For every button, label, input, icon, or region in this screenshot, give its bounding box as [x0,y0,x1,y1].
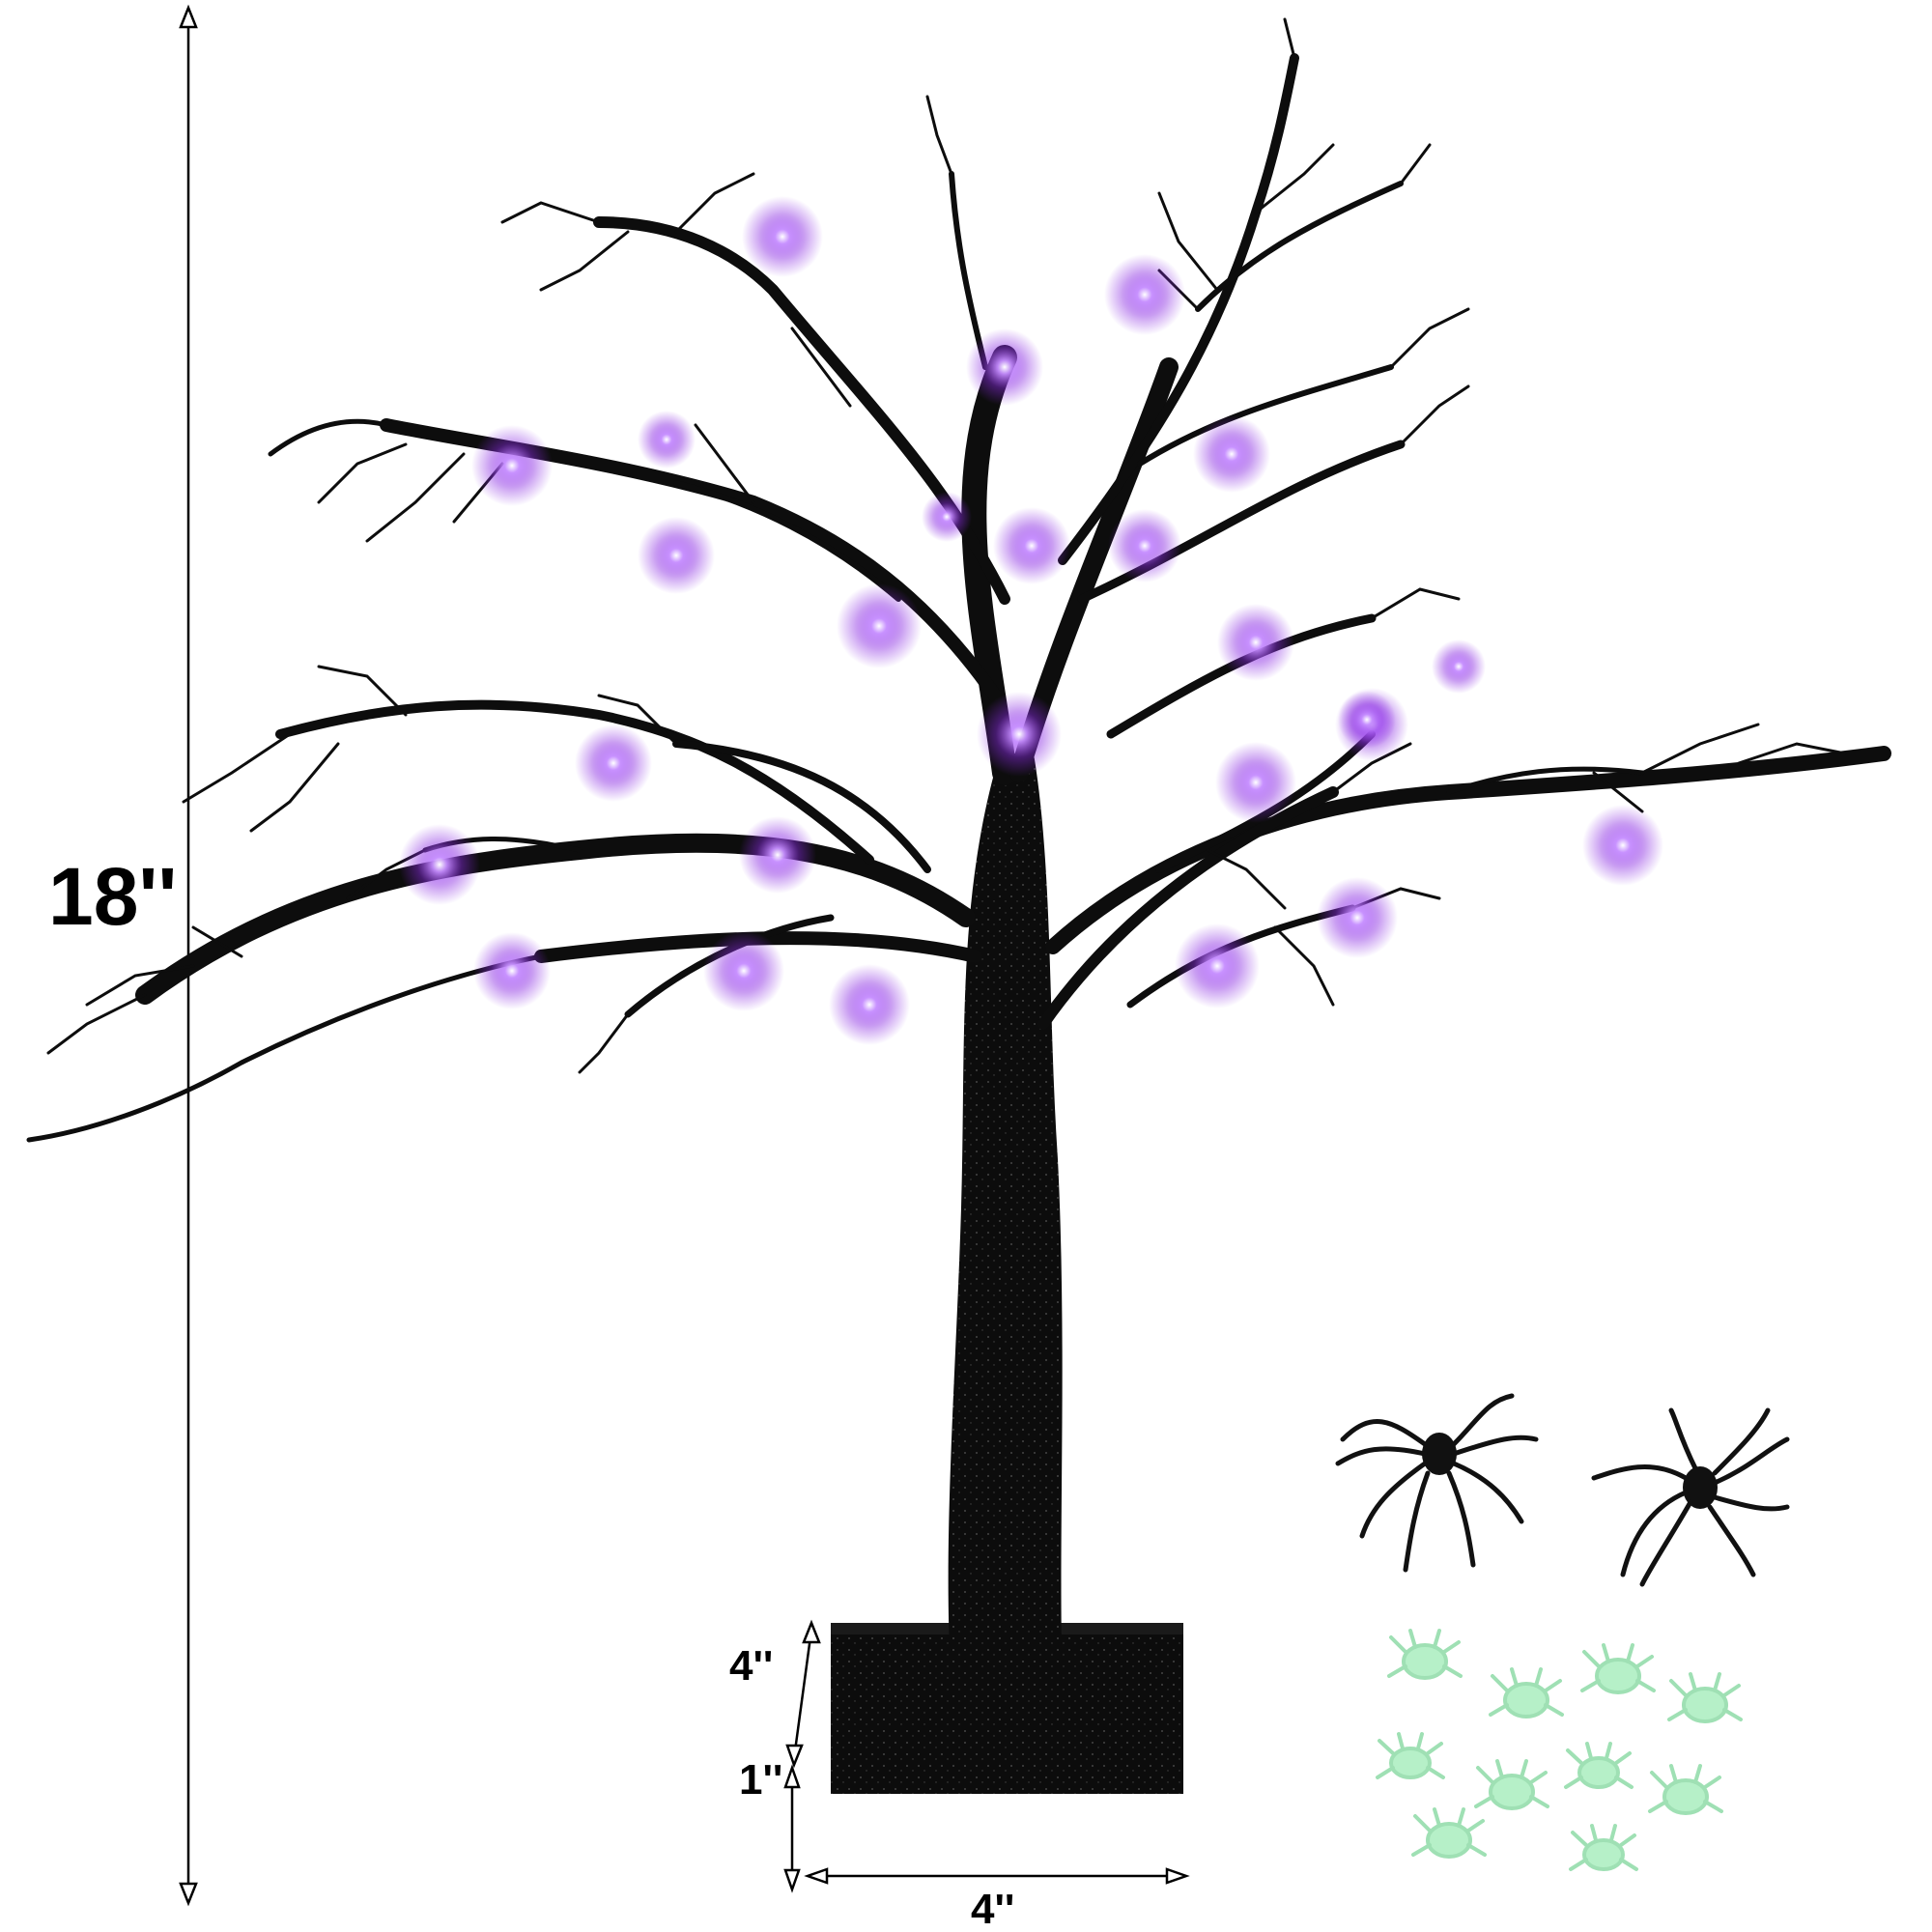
purple-lights [399,196,1663,1045]
base-height-arrow [783,1764,801,1893]
glow-spiders [1376,1629,1743,1871]
base-width-arrow [804,1867,1190,1885]
glow-spider [1648,1764,1723,1815]
glow-spider [1489,1667,1564,1719]
black-spider-2 [1591,1407,1790,1587]
tree-branches [26,53,1891,1143]
glow-spider [1569,1824,1638,1871]
height-label: 18'' [48,851,178,942]
glow-spider [1580,1643,1656,1694]
glow-spider [1387,1629,1463,1680]
glow-spider [1474,1759,1549,1810]
tree-trunk [948,753,1063,1686]
base-height-label: 1'' [739,1756,783,1804]
glow-spider [1411,1807,1487,1859]
base-depth-label: 4'' [729,1642,774,1690]
base-depth-arrow [785,1619,821,1769]
glow-spider [1564,1742,1634,1789]
tree-twigs [46,17,1847,1074]
black-spider-1 [1335,1393,1539,1573]
glow-spider [1376,1732,1445,1779]
glow-spider [1667,1672,1743,1723]
base-width-label: 4'' [971,1886,1015,1932]
